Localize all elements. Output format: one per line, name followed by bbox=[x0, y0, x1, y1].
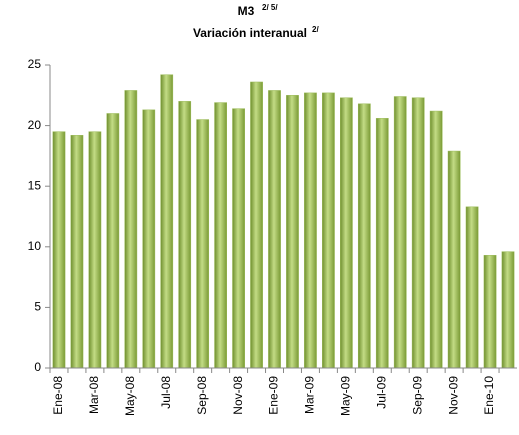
x-tick-label: Ene-09 bbox=[267, 376, 281, 415]
y-tick-label: 5 bbox=[34, 300, 41, 314]
bar bbox=[106, 113, 120, 369]
bar bbox=[304, 92, 317, 369]
bar bbox=[214, 102, 227, 369]
bar bbox=[232, 108, 245, 369]
chart-title: M3 bbox=[238, 4, 255, 18]
bar bbox=[88, 131, 102, 369]
bar bbox=[250, 81, 263, 369]
bar bbox=[124, 90, 138, 369]
x-tick-label: Jul-08 bbox=[159, 376, 173, 409]
bar bbox=[393, 96, 407, 369]
bar bbox=[357, 103, 371, 369]
bar bbox=[322, 92, 335, 369]
bar bbox=[483, 255, 497, 369]
y-tick-label: 0 bbox=[34, 360, 41, 374]
bar bbox=[429, 110, 443, 369]
bar bbox=[286, 95, 299, 369]
bar bbox=[70, 135, 84, 369]
x-tick-label: Sep-09 bbox=[410, 376, 424, 415]
bar bbox=[447, 150, 461, 369]
bar bbox=[340, 97, 353, 369]
y-tick-label: 10 bbox=[28, 239, 42, 253]
x-tick-label: May-09 bbox=[339, 376, 353, 416]
x-tick-label: Sep-08 bbox=[195, 376, 209, 415]
x-tick-label: Mar-08 bbox=[87, 376, 101, 414]
x-tick-label: Ene-10 bbox=[482, 376, 496, 415]
y-tick-label: 20 bbox=[28, 118, 42, 132]
x-tick-label: Nov-09 bbox=[446, 376, 460, 415]
x-tick-label: Nov-08 bbox=[231, 376, 245, 415]
y-tick-label: 25 bbox=[28, 57, 42, 71]
bar bbox=[411, 97, 425, 369]
bar bbox=[178, 101, 192, 369]
bar bbox=[465, 206, 479, 369]
x-tick-label: May-08 bbox=[123, 376, 137, 416]
y-tick-label: 15 bbox=[28, 178, 42, 192]
subtitle-note: 2/ bbox=[312, 25, 319, 34]
bar bbox=[501, 251, 515, 369]
x-tick-label: Mar-09 bbox=[303, 376, 317, 414]
bar bbox=[160, 74, 174, 369]
bar bbox=[268, 90, 281, 369]
bar bbox=[142, 109, 156, 369]
bar bbox=[375, 118, 389, 369]
title-note: 2/ 5/ bbox=[262, 3, 278, 12]
bar bbox=[196, 119, 210, 369]
x-tick-label: Jul-09 bbox=[374, 376, 388, 409]
x-tick-label: Ene-08 bbox=[51, 376, 65, 415]
bar bbox=[52, 131, 66, 369]
chart-subtitle: Variación interanual bbox=[193, 26, 307, 40]
